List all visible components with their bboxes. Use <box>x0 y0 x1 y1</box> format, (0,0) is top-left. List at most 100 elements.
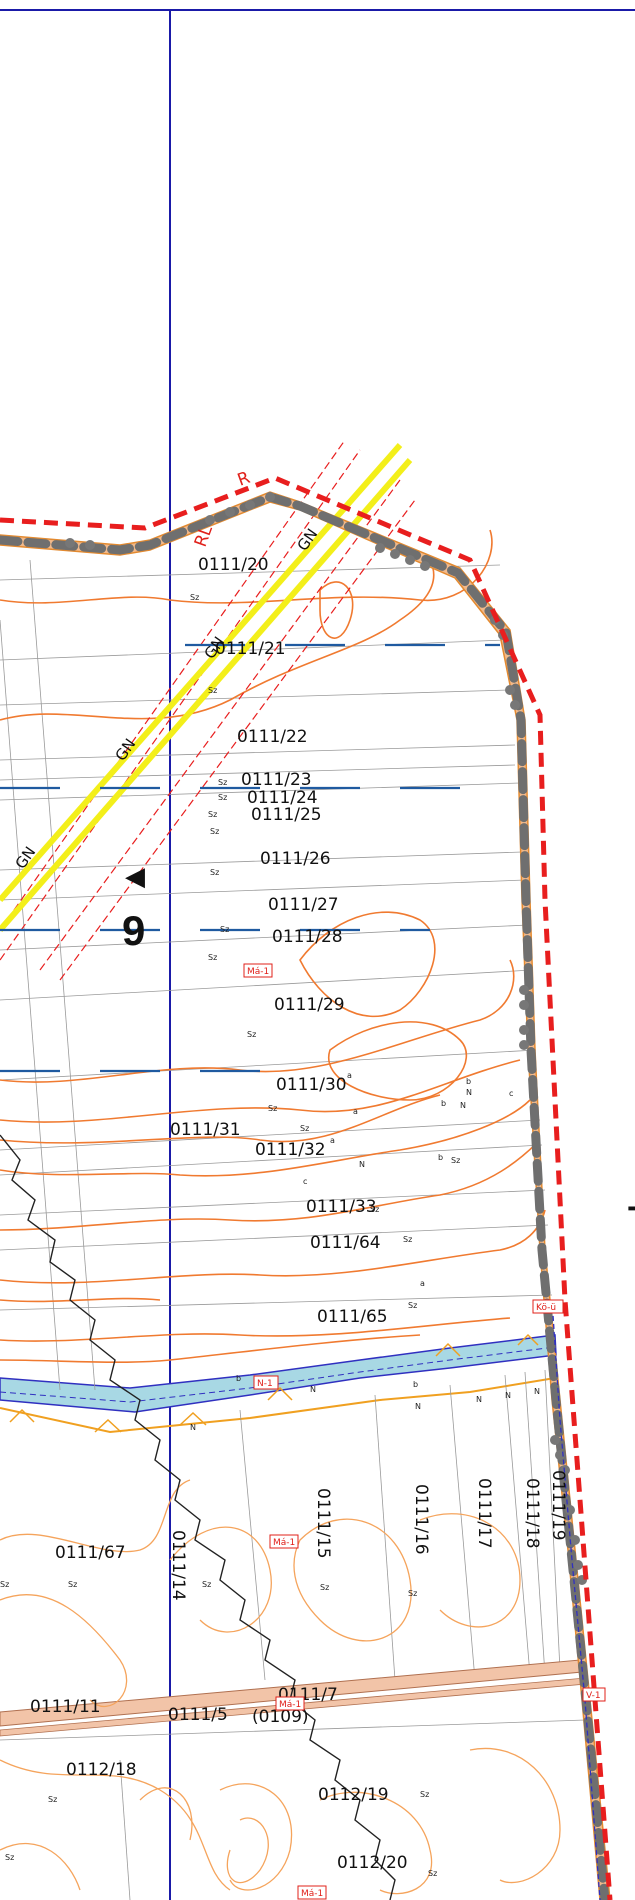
route-label-gn-1: GN <box>294 525 322 554</box>
blue-dashed-lines <box>0 643 500 1073</box>
svg-text:N: N <box>466 1088 472 1097</box>
svg-text:N: N <box>534 1387 540 1396</box>
svg-text:Sz: Sz <box>208 686 217 695</box>
svg-text:a: a <box>420 1279 425 1288</box>
svg-text:b: b <box>466 1077 471 1086</box>
route-label-gn-3: GN <box>112 735 140 764</box>
svg-text:N: N <box>310 1385 316 1394</box>
svg-text:Sz: Sz <box>408 1301 417 1310</box>
parcel-label[interactable]: 0111/28 <box>272 927 343 947</box>
parcel-lines <box>0 559 586 1900</box>
svg-text:Sz: Sz <box>218 778 227 787</box>
svg-text:Sz: Sz <box>220 925 229 934</box>
svg-text:N: N <box>505 1391 511 1400</box>
zone-labels: Má-1 Kö-ü N-1 Má-1 Má-1 V-1 Má-1 <box>243 963 606 1900</box>
svg-text:b: b <box>441 1099 446 1108</box>
parcel-label[interactable]: 0111/31 <box>170 1120 241 1140</box>
svg-text:Sz: Sz <box>218 793 227 802</box>
parcel-label[interactable]: 0111/16 <box>411 1484 431 1555</box>
parcel-label[interactable]: 0111/25 <box>251 805 322 825</box>
svg-text:a: a <box>347 1071 352 1080</box>
svg-text:Sz: Sz <box>320 1583 329 1592</box>
parcel-label[interactable]: 0111/24 <box>247 788 318 808</box>
svg-text:Sz: Sz <box>268 1104 277 1113</box>
parcel-label[interactable]: 0111/64 <box>310 1233 381 1253</box>
parcel-label[interactable]: 0111/5 <box>168 1705 228 1725</box>
svg-text:b: b <box>236 1374 241 1383</box>
parcel-label[interactable]: (0109) <box>252 1707 309 1727</box>
svg-text:Sz: Sz <box>68 1580 77 1589</box>
svg-text:Sz: Sz <box>0 1580 9 1589</box>
svg-text:Sz: Sz <box>428 1869 437 1878</box>
parcel-label[interactable]: 0111/15 <box>313 1488 333 1559</box>
svg-text:b: b <box>438 1153 443 1162</box>
pipeline-corridor <box>0 439 416 981</box>
parcel-label[interactable]: 0111/23 <box>241 770 312 790</box>
svg-text:b: b <box>413 1380 418 1389</box>
svg-text:Sz: Sz <box>370 1205 379 1214</box>
parcel-labels: 0111/20 0111/21 0111/22 0111/23 0111/24 … <box>30 555 568 1873</box>
road-nodes <box>65 492 587 1585</box>
svg-text:Sz: Sz <box>210 827 219 836</box>
zone-label: Má-1 <box>273 1538 295 1548</box>
svg-text:N: N <box>359 1160 365 1169</box>
parcel-label[interactable]: 0111/30 <box>276 1075 347 1095</box>
svg-text:N: N <box>415 1402 421 1411</box>
svg-text:Sz: Sz <box>48 1795 57 1804</box>
svg-text:Sz: Sz <box>5 1853 14 1862</box>
svg-text:Sz: Sz <box>451 1156 460 1165</box>
direction-marker: ◀ <box>125 862 145 892</box>
zone-label: Má-1 <box>279 1700 301 1710</box>
water-channel <box>0 1334 557 1413</box>
road-line <box>0 1377 556 1434</box>
parcel-label[interactable]: 0112/19 <box>318 1785 389 1805</box>
parcel-label[interactable]: 0111/19 <box>548 1470 568 1541</box>
svg-text:Sz: Sz <box>208 953 217 962</box>
edge-fragment: T <box>628 1200 635 1238</box>
parcel-label[interactable]: 0111/17 <box>474 1478 494 1549</box>
zone-label: Kö-ü <box>536 1303 556 1313</box>
svg-text:Sz: Sz <box>247 1030 256 1039</box>
route-label-gn-4: GN <box>12 843 40 872</box>
svg-text:a: a <box>353 1107 358 1116</box>
parcel-label[interactable]: 0112/20 <box>337 1853 408 1873</box>
parcel-label[interactable]: 0111/11 <box>30 1697 101 1717</box>
parcel-label[interactable]: 0111/27 <box>268 895 339 915</box>
zone-label: Má-1 <box>301 1889 323 1899</box>
svg-text:Sz: Sz <box>208 810 217 819</box>
svg-text:Sz: Sz <box>202 1580 211 1589</box>
svg-text:Sz: Sz <box>210 868 219 877</box>
parcel-label[interactable]: 0111/65 <box>317 1307 388 1327</box>
parcel-label[interactable]: 0111/21 <box>215 639 286 659</box>
zone-label: V-1 <box>586 1691 601 1701</box>
svg-text:Sz: Sz <box>300 1124 309 1133</box>
svg-text:a: a <box>330 1136 335 1145</box>
svg-text:Sz: Sz <box>420 1790 429 1799</box>
parcel-label[interactable]: 0111/20 <box>198 555 269 575</box>
svg-text:Sz: Sz <box>403 1235 412 1244</box>
parcel-label[interactable]: 0111/18 <box>522 1478 542 1549</box>
svg-text:Sz: Sz <box>190 593 199 602</box>
parcel-label[interactable]: 0111/33 <box>306 1197 377 1217</box>
land-use-codes: Sz Sz Sz Sz Sz Sz Sz Sz Sz Sz Sz Sz Sz S… <box>0 593 540 1878</box>
zone-label: N-1 <box>257 1379 273 1389</box>
water-channel-dashes <box>0 1346 556 1403</box>
parcel-label[interactable]: 0111/67 <box>55 1543 126 1563</box>
utility-line-right <box>551 1299 601 1900</box>
section-number: 9 <box>122 907 145 954</box>
contour-lines-light <box>0 1479 561 1895</box>
plan-boundary <box>0 475 613 1900</box>
ditch-line <box>0 1134 396 1900</box>
parcel-label[interactable]: 0111/29 <box>274 995 345 1015</box>
parcel-label[interactable]: 0111/22 <box>237 727 308 747</box>
parcel-label[interactable]: 0111/14 <box>168 1530 188 1601</box>
svg-text:Sz: Sz <box>408 1589 417 1598</box>
boundary-label-r: R <box>235 468 253 491</box>
parcel-label[interactable]: 0111/26 <box>260 849 331 869</box>
svg-text:N: N <box>476 1395 482 1404</box>
parcel-label[interactable]: 0111/32 <box>255 1140 326 1160</box>
parcel-label[interactable]: 0112/18 <box>66 1760 137 1780</box>
road-band-centerline <box>0 492 610 1900</box>
svg-text:c: c <box>303 1177 307 1186</box>
